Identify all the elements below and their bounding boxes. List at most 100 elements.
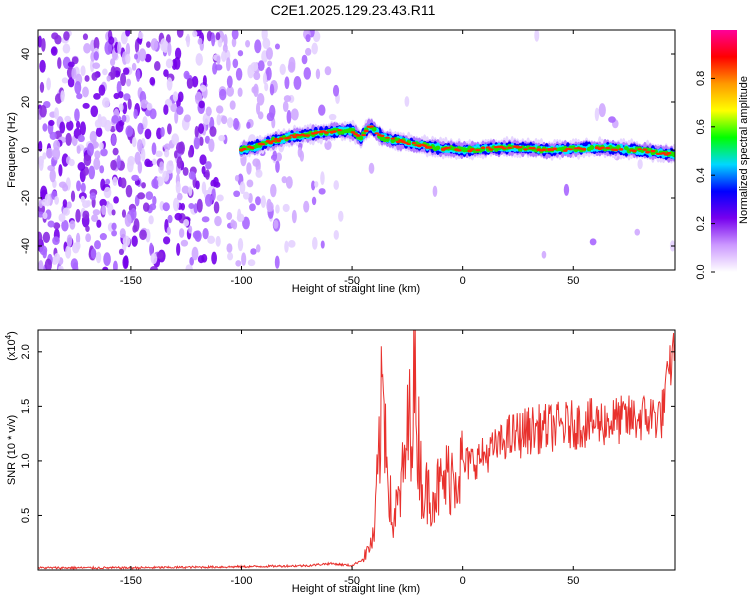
noise-cell bbox=[191, 246, 199, 261]
noise-cell bbox=[284, 76, 290, 90]
ridge-cell bbox=[379, 134, 385, 138]
ridge-cell bbox=[350, 131, 356, 134]
ridge-cell bbox=[568, 148, 574, 151]
noise-cell bbox=[99, 198, 107, 207]
noise-cell bbox=[230, 219, 236, 229]
ridge-cell bbox=[541, 148, 547, 152]
noise-cell bbox=[311, 42, 318, 55]
noise-cell bbox=[282, 100, 289, 113]
ridge-cell bbox=[369, 125, 374, 128]
noise-cell bbox=[176, 156, 183, 169]
noise-cell bbox=[59, 121, 66, 134]
ridge-cell bbox=[488, 148, 494, 151]
noise-cell bbox=[140, 99, 149, 109]
noise-cell bbox=[68, 158, 75, 167]
ridge-cell bbox=[324, 131, 329, 134]
noise-cell bbox=[286, 109, 292, 124]
noise-cell bbox=[320, 240, 325, 249]
noise-cell bbox=[250, 61, 259, 72]
noise-cell bbox=[95, 251, 102, 264]
noise-cell bbox=[305, 34, 311, 43]
noise-cell bbox=[80, 65, 86, 77]
colorbar-tick-label: 0.6 bbox=[695, 119, 707, 134]
noise-cell bbox=[198, 123, 205, 134]
noise-cell bbox=[69, 220, 76, 230]
noise-cell bbox=[311, 196, 317, 206]
noise-cell bbox=[608, 116, 616, 123]
noise-cell bbox=[191, 75, 199, 88]
noise-cell bbox=[170, 103, 178, 113]
noise-cell bbox=[146, 102, 153, 111]
noise-cell bbox=[253, 71, 261, 81]
noise-cell bbox=[92, 141, 99, 149]
noise-cell bbox=[234, 175, 240, 182]
noise-cell bbox=[242, 191, 250, 200]
noise-cell bbox=[262, 37, 271, 50]
noise-cell bbox=[594, 107, 600, 122]
noise-cell bbox=[225, 57, 231, 72]
noise-cell bbox=[94, 150, 101, 160]
noise-cell bbox=[166, 77, 173, 91]
noise-cell bbox=[311, 180, 316, 191]
noise-cell bbox=[246, 121, 251, 129]
noise-cell bbox=[303, 200, 310, 213]
noise-cell bbox=[149, 242, 154, 256]
noise-cell bbox=[237, 238, 244, 252]
noise-cell bbox=[264, 82, 269, 92]
noise-cell bbox=[122, 101, 128, 115]
noise-cell bbox=[54, 107, 59, 120]
noise-cell bbox=[185, 264, 193, 270]
ridge-cell bbox=[337, 129, 343, 132]
noise-cell bbox=[260, 195, 266, 208]
ridge-cell bbox=[427, 146, 433, 149]
noise-cell bbox=[137, 31, 144, 39]
noise-cell bbox=[131, 136, 137, 148]
noise-cell bbox=[255, 244, 261, 253]
x-tick-label: -50 bbox=[344, 275, 360, 287]
ridge-cell bbox=[501, 147, 507, 150]
noise-cell bbox=[111, 209, 116, 216]
noise-cell bbox=[174, 47, 182, 60]
noise-cell bbox=[163, 149, 170, 158]
noise-cell bbox=[44, 258, 52, 270]
noise-cell bbox=[102, 68, 108, 76]
noise-cell bbox=[202, 227, 209, 240]
spectrogram-x-ticks: -150 -100 -50 0 50 bbox=[120, 30, 579, 287]
noise-cell bbox=[65, 132, 72, 146]
noise-cell bbox=[201, 181, 207, 195]
noise-cell bbox=[188, 202, 195, 209]
noise-cell bbox=[113, 92, 120, 100]
noise-cell bbox=[253, 83, 259, 98]
noise-cell bbox=[139, 229, 147, 241]
noise-cell bbox=[100, 148, 108, 157]
noise-cell bbox=[186, 33, 191, 48]
noise-cell bbox=[232, 117, 240, 130]
noise-cell bbox=[187, 149, 193, 158]
noise-cell bbox=[213, 201, 220, 214]
noise-cell bbox=[42, 249, 47, 259]
noise-cell bbox=[180, 239, 189, 247]
snr-y-multiplier: (x104) bbox=[4, 331, 18, 361]
noise-cell bbox=[589, 238, 597, 246]
noise-cell bbox=[83, 43, 91, 54]
noise-cell bbox=[62, 199, 68, 208]
noise-cell bbox=[72, 262, 79, 270]
noise-cell bbox=[89, 130, 97, 143]
noise-cell bbox=[96, 219, 102, 228]
ridge-cell bbox=[361, 134, 366, 137]
ridge-cell bbox=[268, 141, 274, 145]
noise-cell bbox=[368, 162, 375, 174]
noise-cell bbox=[218, 134, 226, 142]
noise-cell bbox=[131, 174, 140, 182]
colorbar: 0.0 0.2 0.4 0.6 0.8 Normalized spectral ampl… bbox=[695, 30, 750, 280]
noise-cell bbox=[226, 243, 233, 253]
noise-cell bbox=[338, 210, 344, 222]
noise-cell bbox=[201, 216, 210, 223]
noise-cell bbox=[216, 55, 221, 65]
ridge-cell bbox=[289, 134, 295, 137]
ridge-cell bbox=[278, 137, 284, 141]
noise-cell bbox=[265, 47, 273, 60]
noise-cell bbox=[76, 93, 83, 100]
noise-cell bbox=[201, 165, 206, 175]
ridge-cell bbox=[305, 134, 311, 137]
